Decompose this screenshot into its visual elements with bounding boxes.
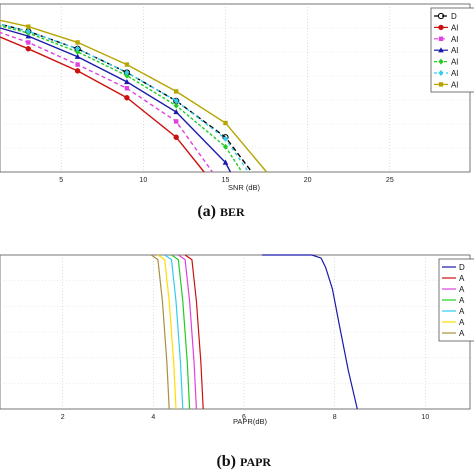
papr-caption-word: PAPR [240, 455, 271, 469]
x-tick-label: 15 [222, 177, 230, 184]
legend-marker-5 [438, 58, 444, 65]
legend-label-5: A [459, 307, 465, 316]
series-line-3 [0, 31, 213, 173]
legend-label-6: Al [451, 69, 458, 78]
ber-chart: 5 10 15 20 25 SNR (dB) D Al Al Al Al Al Al [0, 3, 474, 192]
series-3-point [174, 119, 179, 124]
x-tick-label: 6 [242, 414, 246, 421]
legend-label-2: Al [451, 23, 458, 32]
ber-legend: D Al Al Al Al Al Al [430, 7, 474, 93]
series-2-point [124, 95, 130, 101]
legend-marker-3 [438, 36, 444, 41]
legend-marker-2 [438, 24, 444, 31]
series-6-point [75, 45, 81, 52]
legend-label-5: Al [451, 58, 458, 67]
series-line-5 [164, 254, 184, 410]
series-7-point [223, 120, 228, 126]
x-tick-label: 10 [139, 177, 147, 184]
series-line-3 [177, 254, 197, 410]
series-line-2 [0, 36, 205, 173]
legend-label-2: A [459, 274, 465, 283]
series-2-point [25, 46, 31, 52]
x-tick-label: 20 [304, 177, 312, 184]
series-line-6 [157, 254, 177, 410]
series-line-1 [262, 254, 358, 410]
x-tick-label: 10 [421, 414, 429, 421]
papr-grid [0, 255, 470, 409]
series-3-point [124, 86, 130, 91]
series-line-4 [171, 254, 191, 410]
series-7-point [26, 24, 31, 29]
papr-series [150, 254, 358, 410]
papr-x-ticks: 2 4 6 8 10 [61, 414, 430, 421]
series-7-point [174, 89, 179, 94]
papr-caption-letter: (b) [216, 453, 236, 470]
legend-label-3: Al [451, 35, 458, 44]
x-tick-label: 25 [386, 177, 394, 184]
series-line-2 [184, 254, 204, 410]
x-tick-label: 2 [61, 414, 65, 421]
ber-series [0, 19, 268, 173]
ber-x-ticks: 5 10 15 20 25 [59, 177, 394, 184]
series-4-point [173, 108, 179, 115]
series-line-7 [150, 254, 170, 410]
legend-label-1: D [451, 12, 457, 21]
legend-label-3: A [459, 285, 465, 294]
legend-label-7: Al [451, 80, 458, 89]
ber-caption-letter: (a) [197, 203, 216, 220]
ber-plot-area [0, 3, 471, 173]
legend-label-4: Al [451, 46, 458, 55]
series-6-point [25, 28, 31, 35]
ber-caption: (a) BER [197, 203, 245, 220]
series-3-point [75, 62, 80, 67]
series-4-point [74, 53, 81, 59]
series-6-point [222, 135, 229, 142]
legend-label-7: A [459, 329, 465, 338]
legend-marker-6 [438, 70, 444, 76]
series-5-point [75, 48, 81, 55]
series-5-point [173, 102, 179, 109]
ber-x-axis-label: SNR (dB) [228, 183, 261, 192]
series-4-point [222, 159, 229, 165]
x-tick-label: 4 [151, 414, 155, 421]
series-7-point [75, 40, 80, 45]
series-2-point [74, 68, 81, 74]
x-tick-label: 8 [333, 414, 337, 421]
series-6-point [173, 97, 179, 104]
series-4-point [124, 78, 130, 85]
series-5-point [124, 72, 130, 79]
papr-caption: (b) PAPR [216, 453, 271, 470]
legend-label-6: A [459, 318, 465, 327]
legend-marker-7 [438, 82, 444, 87]
papr-x-axis-label: PAPR(dB) [233, 417, 268, 426]
ber-caption-word: BER [220, 205, 245, 219]
legend-label-1: D [459, 263, 465, 272]
series-6-point [124, 69, 130, 76]
legend-label-4: A [459, 296, 465, 305]
series-7-point [124, 62, 130, 67]
series-5-point [222, 143, 229, 150]
series-3-point [26, 40, 31, 45]
x-tick-label: 5 [59, 177, 63, 184]
legend-marker-4 [438, 47, 444, 53]
legend-marker-1 [437, 12, 445, 20]
series-2-point [173, 134, 179, 140]
